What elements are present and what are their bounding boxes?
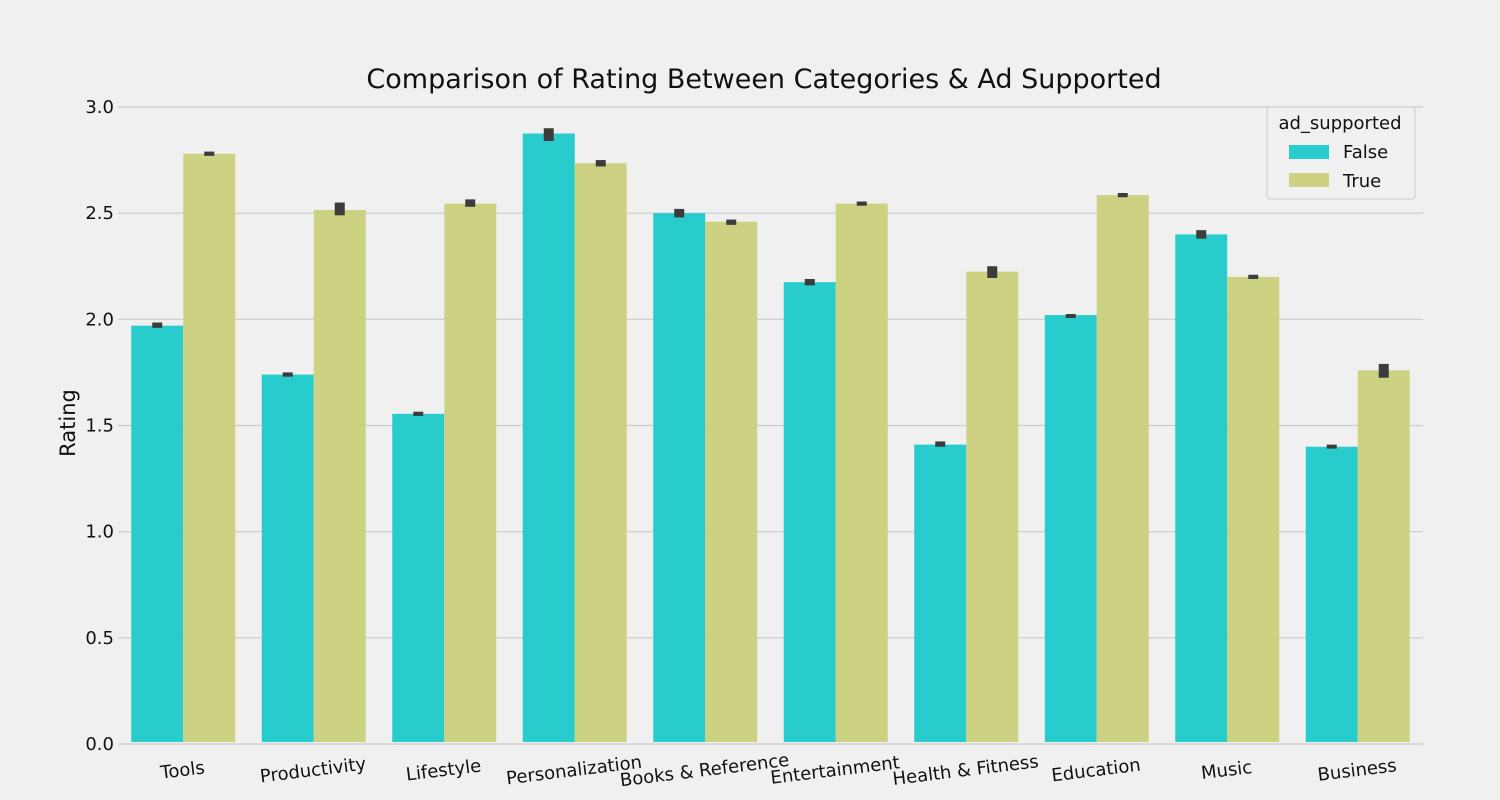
- error-bar: [334, 202, 345, 216]
- bar-false-tools: [131, 325, 184, 742]
- bar-false-education: [1044, 315, 1097, 742]
- bar-false-music: [1175, 234, 1228, 742]
- y-tick-label: 3.0: [85, 97, 114, 118]
- x-tick-label: Productivity: [259, 754, 368, 788]
- legend: ad_supported False True: [1266, 106, 1416, 200]
- bar-false-health-fitness: [914, 444, 967, 742]
- error-bar: [1248, 274, 1259, 279]
- error-bar: [1117, 192, 1128, 198]
- bar-true-music: [1227, 276, 1280, 742]
- bar-false-lifestyle: [392, 413, 445, 742]
- y-axis-label: Rating: [56, 389, 80, 457]
- error-bar: [465, 199, 476, 207]
- legend-title: ad_supported: [1278, 113, 1401, 134]
- bar-true-health-fitness: [966, 271, 1019, 742]
- x-tick-label: Books & Reference: [619, 750, 791, 792]
- y-tick-label: 0.0: [85, 734, 114, 755]
- x-tick-label: Education: [1050, 755, 1142, 787]
- error-bar: [204, 151, 215, 156]
- y-tick-label: 2.5: [85, 203, 114, 224]
- error-bar: [152, 322, 163, 328]
- bar-true-entertainment: [835, 203, 888, 742]
- error-bar: [935, 441, 946, 447]
- bar-true-business: [1357, 370, 1410, 742]
- x-tick-label: Tools: [158, 757, 206, 783]
- error-bar: [674, 208, 685, 218]
- bar-true-education: [1096, 195, 1149, 742]
- error-bar: [282, 372, 293, 377]
- x-tick-label: Music: [1200, 757, 1253, 784]
- legend-label-true: True: [1342, 171, 1381, 192]
- x-axis-ticks: Tools Productivity Lifestyle Personalizatio…: [158, 750, 1397, 792]
- bar-false-books-reference: [653, 213, 706, 742]
- error-bar: [987, 266, 998, 278]
- bar-true-productivity: [313, 209, 366, 742]
- error-bar: [1065, 314, 1076, 319]
- x-tick-label: Business: [1316, 755, 1397, 786]
- y-tick-label: 1.5: [85, 416, 114, 437]
- y-tick-label: 1.0: [85, 522, 114, 543]
- bar-false-productivity: [261, 374, 314, 742]
- legend-swatch-false: [1289, 145, 1329, 159]
- y-axis-ticks: 0.0 0.5 1.0 1.5 2.0 2.5 3.0: [85, 97, 114, 755]
- legend-label-false: False: [1343, 142, 1388, 163]
- chart-title: Comparison of Rating Between Categories …: [366, 64, 1161, 95]
- y-tick-label: 0.5: [85, 628, 114, 649]
- bar-false-entertainment: [783, 282, 836, 742]
- error-bar: [726, 219, 737, 225]
- x-tick-label: Entertainment: [769, 752, 900, 789]
- error-bar: [804, 278, 815, 286]
- error-bar: [595, 160, 606, 167]
- error-bar: [1326, 444, 1337, 449]
- bar-true-lifestyle: [444, 203, 497, 742]
- legend-swatch-true: [1289, 173, 1329, 187]
- bar-true-tools: [183, 153, 236, 743]
- y-tick-label: 2.0: [85, 309, 114, 330]
- bar-false-business: [1305, 446, 1358, 742]
- bar-true-personalization: [574, 163, 627, 743]
- bars: [131, 133, 1410, 743]
- error-bar: [1196, 230, 1207, 239]
- error-bar: [856, 201, 867, 206]
- error-bar: [1378, 363, 1389, 378]
- x-tick-label: Health & Fitness: [891, 751, 1039, 790]
- bar-false-personalization: [522, 133, 575, 742]
- error-bar: [543, 128, 554, 141]
- x-tick-label: Lifestyle: [405, 756, 483, 786]
- error-bars: [152, 128, 1389, 449]
- error-bar: [413, 411, 424, 416]
- bar-true-books-reference: [705, 221, 758, 742]
